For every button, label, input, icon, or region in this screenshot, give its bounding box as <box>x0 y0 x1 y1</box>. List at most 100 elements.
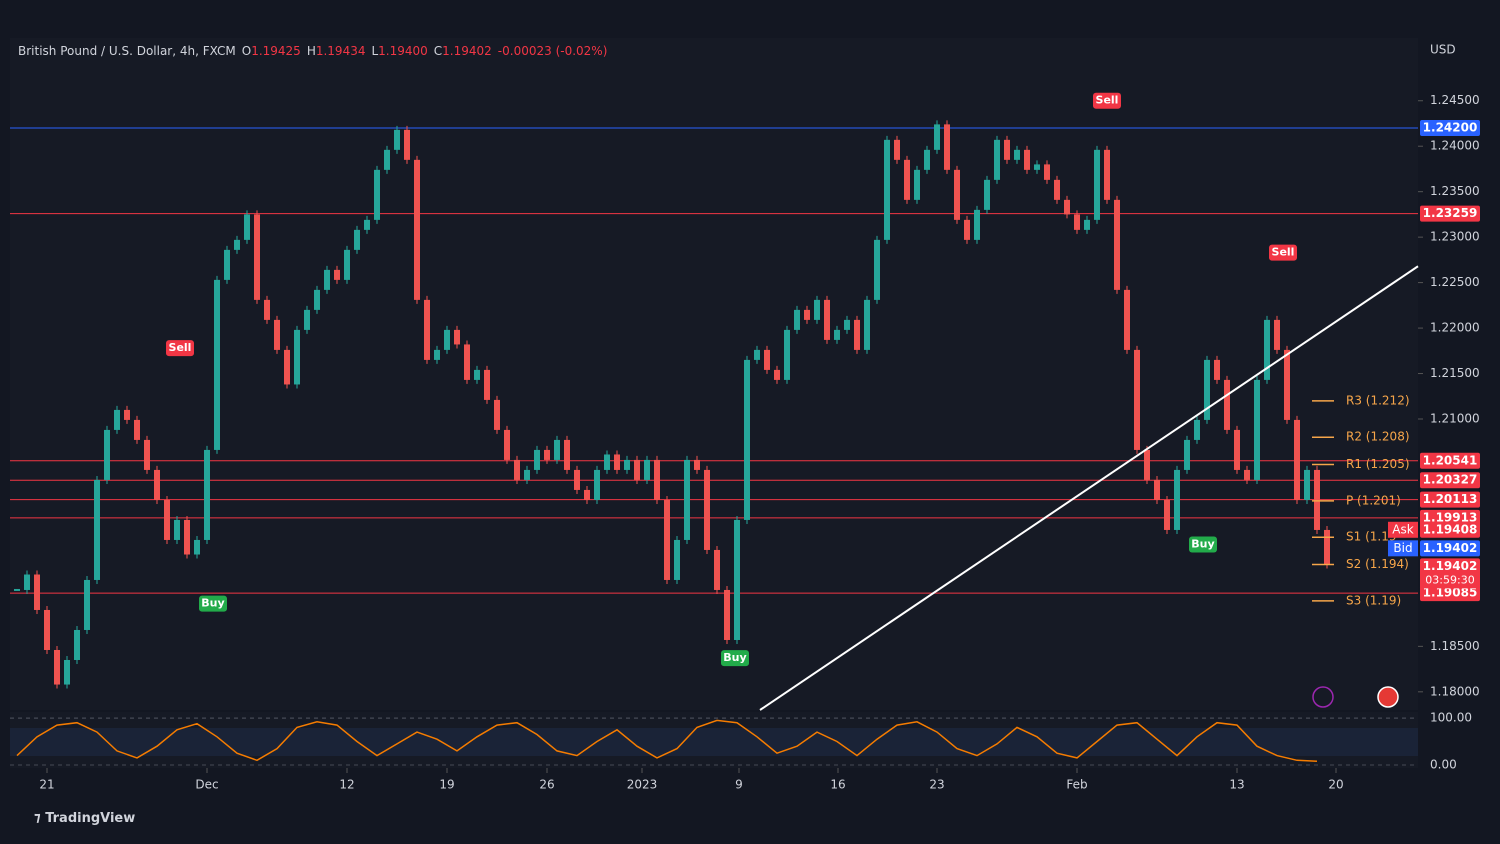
candle <box>864 299 870 350</box>
candle <box>934 124 940 150</box>
candle <box>144 439 150 470</box>
candle <box>264 299 270 320</box>
candle <box>84 579 90 630</box>
signal <box>199 595 227 612</box>
pivot-label: R2 (1.208) <box>1346 430 1410 444</box>
candle <box>1324 529 1330 565</box>
price-pane <box>10 38 1418 710</box>
ohlc-key: H <box>307 44 316 58</box>
candle <box>1224 379 1230 430</box>
candle <box>204 449 210 540</box>
x-tick-label: 23 <box>929 778 944 792</box>
candle <box>694 459 700 470</box>
symbol: British Pound / U.S. Dollar, 4h, FXCM <box>18 44 236 58</box>
candle <box>874 239 880 300</box>
price-badge-label: 1.24200 <box>1423 121 1478 135</box>
price-badge <box>1420 120 1480 137</box>
candle <box>124 409 130 420</box>
candle <box>34 574 40 610</box>
candle <box>524 469 530 480</box>
candle <box>134 419 140 440</box>
ohlc-value: 1.19400 <box>378 44 428 58</box>
candle <box>854 319 860 350</box>
ohlc: O1.19425 H1.19434 L1.19400 C1.19402 <box>242 44 492 58</box>
candle <box>464 344 470 380</box>
price-badge-label: 1.20327 <box>1423 473 1478 487</box>
y-tick-label: 1.18000 <box>1430 684 1480 698</box>
x-tick-label: 26 <box>539 778 554 792</box>
price-badge <box>1420 491 1480 508</box>
candle <box>1154 479 1160 500</box>
candle <box>54 649 60 685</box>
price-badge-label: 1.19085 <box>1423 586 1478 600</box>
candle <box>364 219 370 230</box>
quote-badge <box>1420 558 1480 589</box>
y-tick-label: 1.22500 <box>1430 275 1480 289</box>
candle <box>234 239 240 250</box>
x-tick-label: 21 <box>39 778 54 792</box>
candle <box>1184 439 1190 470</box>
candle <box>424 299 430 360</box>
flag-icon[interactable] <box>1377 686 1399 708</box>
candle <box>664 499 670 580</box>
candle <box>974 209 980 240</box>
quote-tag-label: Bid <box>1393 541 1412 555</box>
alert-icon[interactable] <box>1312 686 1334 708</box>
candle <box>324 269 330 290</box>
candle <box>1114 199 1120 290</box>
ohlc-key: O <box>242 44 251 58</box>
y-tick-label: 1.22000 <box>1430 321 1480 335</box>
candle <box>704 469 710 550</box>
ohlc-key: L <box>371 44 378 58</box>
osc-tick-label: 100.00 <box>1430 711 1472 725</box>
pivot-label: S3 (1.19) <box>1346 593 1401 607</box>
candle <box>94 479 100 580</box>
pivot-label: S1 (1.19 <box>1346 530 1396 544</box>
quote-badge-label: 1.19402 <box>1423 559 1478 573</box>
candle <box>404 129 410 160</box>
candle <box>1254 379 1260 480</box>
candle <box>944 124 950 170</box>
candle <box>1004 139 1010 160</box>
candle <box>734 519 740 640</box>
y-tick-label: 1.21000 <box>1430 412 1480 426</box>
candle <box>154 469 160 500</box>
candle <box>1164 499 1170 530</box>
candle <box>784 329 790 380</box>
candle <box>74 629 80 660</box>
candle <box>1134 349 1140 450</box>
signal-label: Buy <box>1191 538 1214 551</box>
signal <box>166 340 194 357</box>
price-badge <box>1420 452 1480 469</box>
candle <box>644 459 650 480</box>
candle <box>584 489 590 500</box>
x-tick-label: 9 <box>735 778 743 792</box>
pivot-label: P (1.201) <box>1346 493 1401 507</box>
price-badge <box>1420 472 1480 489</box>
quote-tag-label: Ask <box>1392 522 1413 536</box>
candle <box>714 549 720 590</box>
pivot-label: R1 (1.205) <box>1346 457 1410 471</box>
price-badge-label: 1.19913 <box>1423 510 1478 524</box>
pivot-label: S2 (1.194) <box>1346 557 1409 571</box>
osc-tick-label: 0.00 <box>1430 757 1457 771</box>
signal <box>1269 244 1297 261</box>
candle <box>804 309 810 320</box>
candle <box>814 299 820 320</box>
candle <box>344 249 350 280</box>
signal-label: Buy <box>201 597 224 610</box>
candle <box>674 539 680 580</box>
pivot-label: R3 (1.212) <box>1346 393 1410 407</box>
quote-badge <box>1420 540 1480 557</box>
candle <box>534 449 540 470</box>
candle <box>1214 359 1220 380</box>
candle <box>914 169 920 200</box>
x-tick-label: Feb <box>1066 778 1087 792</box>
candle <box>904 159 910 200</box>
candle <box>474 369 480 380</box>
candle <box>384 149 390 170</box>
candle <box>174 519 180 540</box>
ohlc-key: C <box>434 44 442 58</box>
candle <box>444 329 450 350</box>
signal-label: Buy <box>723 651 746 664</box>
